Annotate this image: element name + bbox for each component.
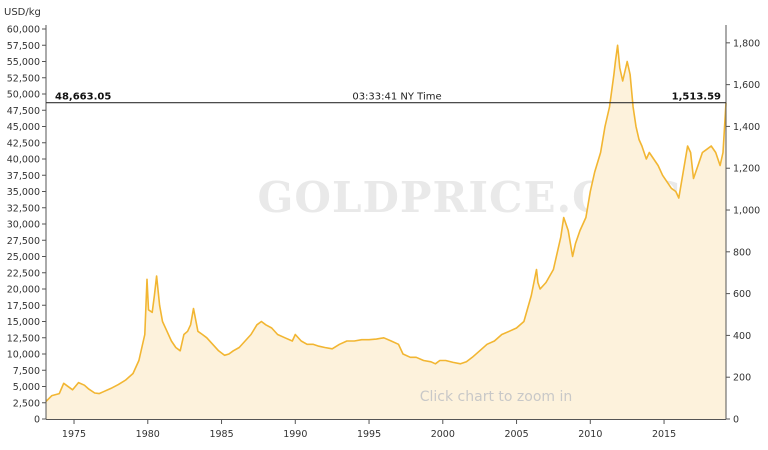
left-tick-label: 25,000	[7, 252, 40, 263]
left-tick-label: 45,000	[7, 122, 40, 133]
left-tick-label: 60,000	[7, 25, 40, 36]
left-tick-label: 50,000	[7, 90, 40, 101]
left-tick-label: 15,000	[7, 317, 40, 328]
x-tick-label: 2010	[578, 429, 602, 440]
price-series-line	[45, 44, 727, 402]
left-tick-label: 30,000	[7, 220, 40, 231]
x-tick-label: 2005	[504, 429, 528, 440]
right-axis-ticks: 0 200 400 600 800 1,000 1,200 1,400 1,600 1,800	[726, 38, 760, 426]
right-tick-label: 800	[733, 247, 751, 258]
right-tick-label: 600	[733, 289, 751, 300]
readout-right-value: 1,513.59	[672, 92, 721, 103]
right-tick-label: 1,200	[733, 164, 760, 175]
left-tick-label: 10,000	[7, 350, 40, 361]
area-layer	[45, 44, 727, 420]
left-axis-ticks: 0 2,500 5,000 7,500 10,000 12,500 15,000 17,500…	[7, 25, 46, 426]
crosshair: 48,663.05 03:33:41 NY Time 1,513.59	[46, 92, 726, 104]
left-tick-label: 5,000	[13, 382, 40, 393]
left-tick-label: 37,500	[7, 171, 40, 182]
left-tick-label: 40,000	[7, 155, 40, 166]
left-tick-label: 57,500	[7, 41, 40, 52]
right-tick-label: 1,600	[733, 80, 760, 91]
x-tick-label: 1980	[136, 429, 160, 440]
left-tick-label: 47,500	[7, 106, 40, 117]
x-tick-label: 2000	[431, 429, 455, 440]
x-tick-label: 1995	[357, 429, 381, 440]
x-tick-label: 1990	[283, 429, 307, 440]
left-tick-label: 17,500	[7, 301, 40, 312]
x-axis-ticks: 1975 1980 1985 1990 1995 2000 2005 2010 2015	[62, 419, 676, 440]
x-tick-label: 1985	[209, 429, 233, 440]
left-tick-label: 0	[34, 415, 40, 426]
right-tick-label: 1,400	[733, 122, 760, 133]
left-tick-label: 2,500	[13, 398, 40, 409]
x-tick-label: 1975	[62, 429, 86, 440]
readout-time: 03:33:41 NY Time	[352, 92, 441, 103]
left-tick-label: 52,500	[7, 73, 40, 84]
readout-left-value: 48,663.05	[55, 92, 111, 103]
left-tick-label: 55,000	[7, 57, 40, 68]
left-tick-label: 20,000	[7, 285, 40, 296]
left-tick-label: 42,500	[7, 138, 40, 149]
right-tick-label: 1,800	[733, 38, 760, 49]
zoom-hint: Click chart to zoom in	[420, 389, 573, 405]
left-tick-label: 7,500	[13, 366, 40, 377]
right-tick-label: 400	[733, 331, 751, 342]
left-tick-label: 32,500	[7, 203, 40, 214]
price-area-fill	[46, 45, 726, 420]
left-tick-label: 35,000	[7, 187, 40, 198]
right-tick-label: 1,000	[733, 206, 760, 217]
right-tick-label: 200	[733, 373, 751, 384]
right-tick-label: 0	[733, 415, 739, 426]
left-tick-label: 22,500	[7, 268, 40, 279]
axes-layer	[45, 25, 727, 420]
x-tick-label: 2015	[652, 429, 676, 440]
left-tick-label: 27,500	[7, 236, 40, 247]
left-tick-label: 12,500	[7, 333, 40, 344]
unit-label: USD/kg	[4, 7, 41, 18]
